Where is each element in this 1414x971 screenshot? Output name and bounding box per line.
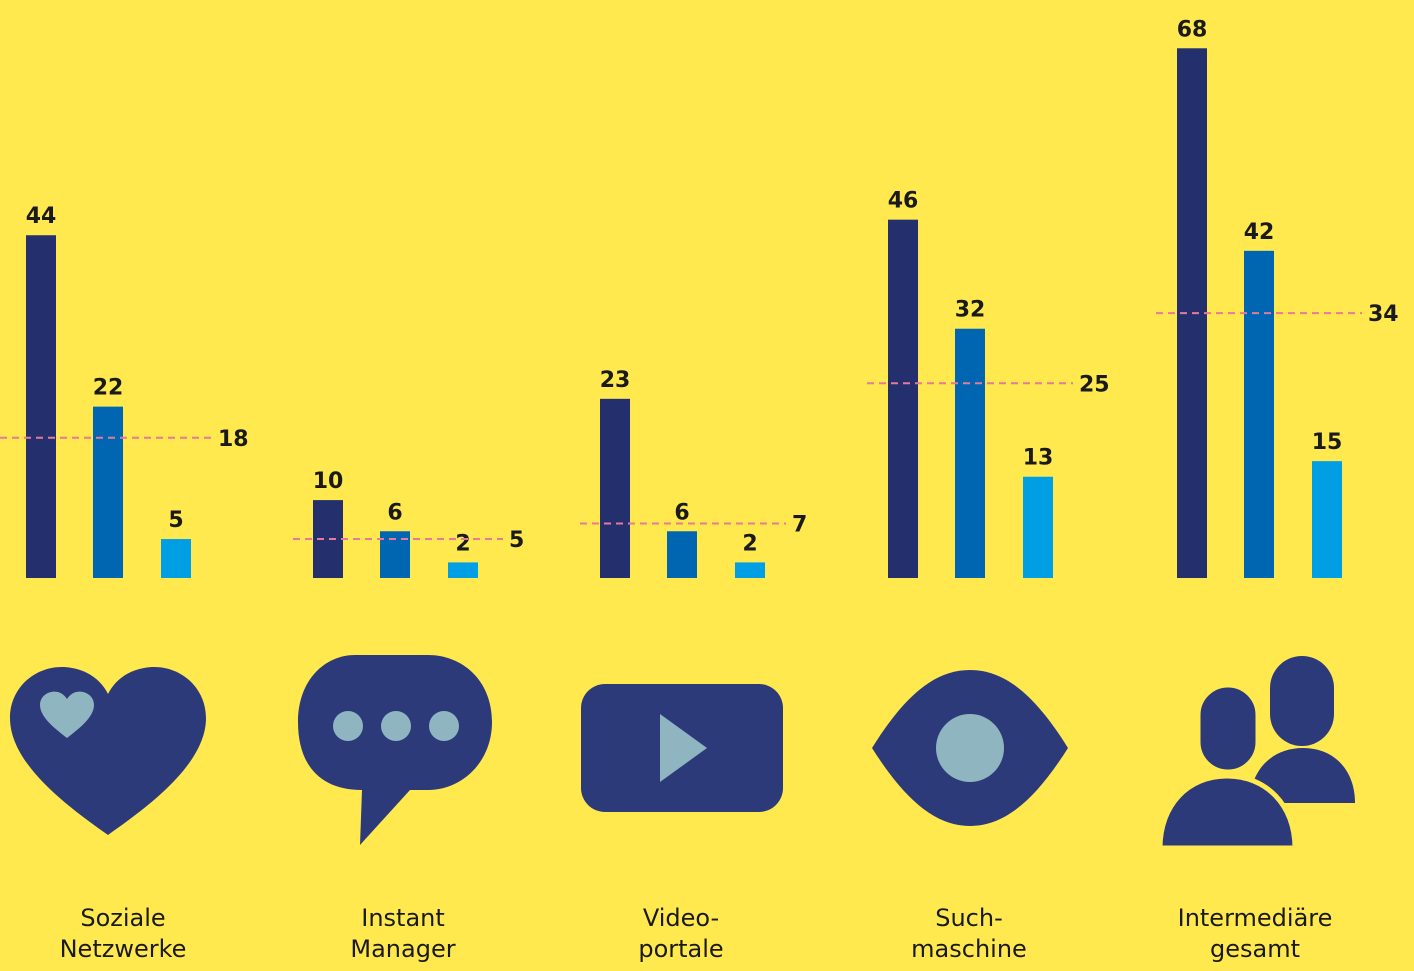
average-label-4: 34	[1368, 302, 1399, 327]
data-label-0-0: 44	[26, 204, 57, 229]
bar-0-0	[26, 235, 56, 579]
average-label-2: 7	[792, 512, 807, 537]
data-label-1-1: 6	[387, 500, 402, 525]
bar-4-1	[1244, 250, 1274, 578]
bar-3-0	[888, 219, 918, 578]
data-label-4-2: 15	[1312, 430, 1343, 455]
data-label-0-2: 5	[168, 508, 183, 533]
category-label-suchmaschine: Such- maschine	[911, 904, 1027, 963]
bar-4-2	[1312, 461, 1342, 578]
bar-0-2	[161, 539, 191, 578]
data-label-1-2: 2	[455, 531, 470, 556]
category-label-instant-manager: Instant Manager	[350, 904, 456, 963]
data-label-0-1: 22	[93, 376, 124, 401]
data-label-2-1: 6	[674, 500, 689, 525]
category-label-intermediaere-gesamt: Intermediäre gesamt	[1177, 904, 1333, 963]
data-label-1-0: 10	[313, 469, 344, 494]
bar-2-2	[735, 562, 765, 578]
data-label-2-2: 2	[742, 531, 757, 556]
category-label-videoportale: Video- portale	[638, 904, 724, 963]
category-label-soziale-netzwerke: Soziale Netzwerke	[59, 904, 187, 963]
average-label-1: 5	[509, 528, 524, 553]
bar-1-2	[448, 562, 478, 578]
bar-3-1	[955, 328, 985, 578]
data-label-4-0: 68	[1177, 17, 1208, 42]
data-label-2-0: 23	[600, 368, 631, 393]
users-icon	[1157, 656, 1355, 851]
video-play-icon	[581, 684, 783, 812]
data-label-3-1: 32	[955, 298, 986, 323]
data-label-3-2: 13	[1023, 446, 1054, 471]
data-label-3-0: 46	[888, 189, 919, 214]
average-label-0: 18	[218, 427, 249, 452]
bar-3-2	[1023, 476, 1053, 578]
average-label-3: 25	[1079, 372, 1110, 397]
bar-0-1	[93, 406, 123, 578]
bar-2-1	[667, 531, 697, 578]
data-label-4-1: 42	[1244, 220, 1275, 245]
bar-2-0	[600, 398, 630, 578]
eye-icon	[872, 670, 1068, 826]
heart-icon	[10, 667, 206, 835]
chat-bubble-icon	[298, 655, 492, 845]
